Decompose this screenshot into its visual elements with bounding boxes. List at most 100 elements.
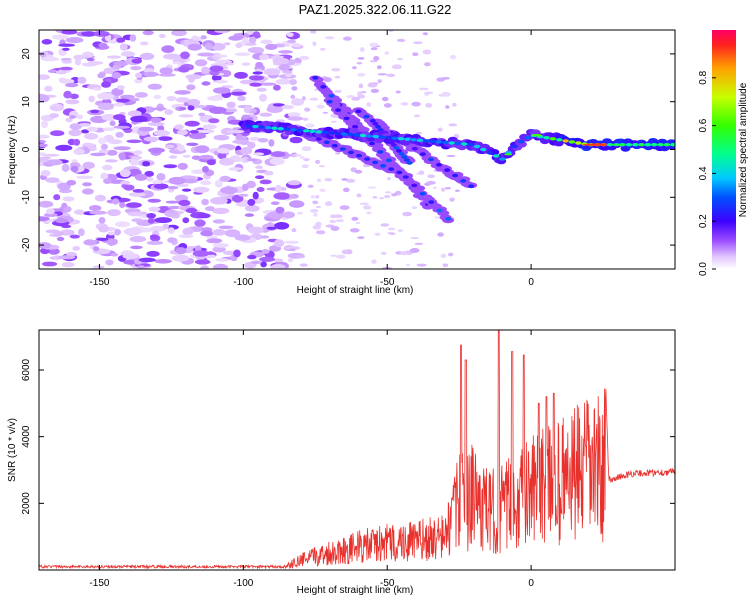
spectrogram-cell	[149, 225, 167, 232]
spectrogram-cell	[287, 112, 301, 118]
colorbar-tick-label: 0.0	[698, 262, 709, 276]
spectrogram-cell	[113, 125, 131, 129]
spectrogram-cell	[57, 255, 76, 260]
spectrogram-cell	[291, 43, 301, 47]
spectrogram-cell	[146, 177, 154, 182]
spectrogram-cell	[247, 141, 256, 149]
spectrogram-cell	[127, 211, 143, 217]
spectrogram-cell	[411, 206, 418, 210]
spectrogram-cell	[153, 129, 170, 137]
spectrogram-cell	[84, 133, 99, 140]
spectrogram-cell	[424, 62, 431, 67]
spectrogram-cell	[189, 130, 199, 134]
spectrogram-cell	[105, 159, 118, 163]
spectrogram-cell	[657, 143, 664, 147]
spectrogram-cell	[402, 211, 412, 217]
spectrogram-cell	[56, 236, 65, 242]
spectrogram-cell	[343, 116, 350, 121]
spectrogram-cell	[76, 114, 84, 120]
spectrogram-cell	[480, 147, 487, 152]
spectrogram-cell	[289, 248, 296, 252]
spectrogram-cell	[299, 156, 305, 159]
spectrogram-cell	[69, 234, 80, 239]
spectrogram-cell	[241, 62, 251, 66]
spectrogram-cell	[70, 165, 79, 173]
spectrogram-cell	[122, 253, 139, 259]
spectrogram-cell	[296, 128, 303, 132]
spectrogram-cell	[204, 42, 213, 51]
spectrogram-cell	[148, 206, 161, 212]
spectrogram-cell	[343, 36, 352, 41]
spectrogram-cell	[118, 152, 126, 161]
spectrogram-cell	[325, 224, 335, 228]
spectrogram-cell	[312, 200, 319, 205]
spectrogram-cell	[219, 157, 235, 166]
spectrogram-cell	[82, 161, 95, 169]
spectrogram-cell	[197, 52, 215, 57]
spectrogram-x-tick-label: -50	[380, 277, 395, 288]
spectrogram-cell	[62, 196, 75, 202]
spectrogram-cell	[163, 164, 178, 169]
spectrogram-cell	[328, 94, 335, 98]
spectrogram-cell	[317, 178, 322, 183]
spectrogram-cell	[134, 92, 148, 98]
spectrogram-cell	[201, 66, 210, 74]
spectrogram-cell	[158, 73, 176, 77]
spectrogram-cell	[220, 186, 238, 195]
spectrogram-cell	[331, 120, 337, 123]
spectrogram-cell	[175, 247, 187, 255]
spectrogram-cell	[174, 90, 191, 95]
spectrogram-cell	[62, 47, 70, 51]
spectrogram-cell	[384, 194, 391, 199]
spectrogram-cell	[287, 39, 297, 44]
spectrogram-cell	[352, 66, 357, 70]
spectrogram-cell	[242, 36, 249, 45]
spectrogram-cell	[319, 188, 326, 192]
spectrogram-cell	[200, 35, 207, 40]
spectrogram-cell	[129, 34, 137, 42]
spectrogram-cell	[43, 212, 58, 217]
spectrogram-cell	[292, 154, 302, 157]
spectrogram-cell	[252, 191, 259, 200]
spectrogram-cell	[206, 235, 218, 239]
spectrogram-cell	[113, 114, 126, 121]
spectrogram-cell	[212, 80, 228, 84]
spectrogram-cell	[364, 157, 371, 161]
spectrogram-cell	[422, 49, 432, 55]
spectrogram-cell	[315, 205, 322, 208]
spectrogram-cell	[255, 175, 265, 179]
spectrogram-cell	[147, 121, 165, 127]
spectrogram-cell	[336, 254, 346, 259]
snr-series-line	[39, 330, 675, 570]
spectrogram-cell	[81, 31, 97, 37]
spectrogram-cell	[39, 143, 48, 148]
spectrogram-cell	[186, 142, 199, 146]
spectrogram-cell	[374, 232, 381, 236]
spectrogram-cell	[68, 129, 82, 137]
snr-x-tick-label: -150	[89, 578, 109, 589]
spectrogram-cell	[436, 208, 443, 213]
spectrogram-cell	[167, 205, 182, 210]
spectrogram-cell	[182, 227, 194, 235]
spectrogram-cell	[348, 150, 354, 155]
spectrogram-cell	[299, 263, 308, 267]
spectrogram-cell	[291, 86, 298, 91]
spectrogram-cell	[428, 200, 435, 204]
spectrogram-cell	[63, 90, 72, 99]
spectrogram-cell	[152, 180, 164, 184]
spectrogram-cell	[282, 211, 295, 219]
spectrogram-y-tick-label: 20	[21, 48, 32, 60]
spectrogram-cell	[199, 154, 214, 160]
spectrogram-cell	[259, 179, 272, 185]
spectrogram-cell	[72, 246, 81, 251]
spectrogram-cell	[372, 160, 379, 165]
spectrogram-cell	[424, 91, 434, 95]
spectrogram-cell	[65, 37, 84, 44]
spectrogram-cell	[168, 209, 175, 214]
spectrogram-cell	[414, 242, 424, 245]
spectrogram-cell	[129, 235, 147, 243]
spectrogram-cell	[138, 257, 156, 263]
spectrogram-cell	[112, 198, 120, 205]
spectrogram-cell	[260, 261, 267, 268]
spectrogram-cell	[146, 250, 160, 257]
